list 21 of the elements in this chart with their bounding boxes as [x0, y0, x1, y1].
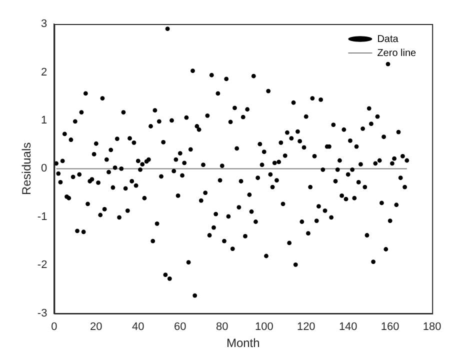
y-tick-label: -2	[37, 259, 48, 272]
x-axis-title: Month	[226, 336, 260, 350]
y-tick-label: -1	[37, 210, 48, 223]
y-tick-label: 2	[41, 66, 48, 78]
y-tick-label: 3	[41, 18, 48, 30]
x-tick-label: 140	[338, 321, 358, 334]
y-tick-label: -3	[37, 307, 48, 320]
x-tick-label: 40	[132, 321, 144, 334]
x-tick-label: 20	[90, 321, 102, 334]
x-tick-label: 80	[216, 321, 228, 334]
y-axis-title: Residuals	[20, 142, 34, 196]
legend-label: Data	[377, 34, 399, 45]
x-tick-label: 100	[254, 321, 274, 334]
y-tick-label: 0	[41, 162, 48, 175]
x-tick-label: 180	[422, 321, 442, 334]
x-tick-label: 120	[296, 321, 316, 334]
legend-label: Zero line	[377, 48, 417, 59]
x-tick-label: 160	[380, 321, 400, 334]
y-tick-label: 1	[41, 114, 48, 126]
x-tick-label: 0	[51, 321, 58, 334]
x-tick-label: 60	[174, 321, 186, 334]
